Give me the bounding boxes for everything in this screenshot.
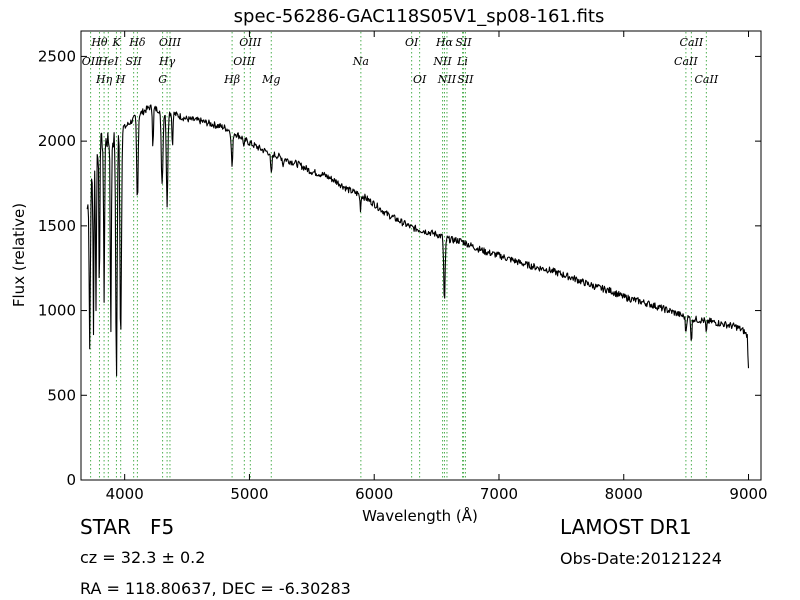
line-marker-label: HeI (97, 55, 119, 68)
line-marker-label: K (111, 36, 121, 49)
line-marker-label: SII (455, 36, 472, 49)
line-marker-label: Hγ (158, 55, 176, 68)
y-tick-label: 1000 (38, 302, 76, 320)
chart-title: spec-56286-GAC118S05V1_sp08-161.fits (234, 6, 605, 27)
line-marker-label: H (115, 73, 126, 86)
line-marker-label: NII (437, 73, 457, 86)
line-marker-label: Hβ (223, 73, 240, 86)
line-marker-label: Hη (95, 73, 113, 86)
x-tick-label: 8000 (605, 485, 643, 503)
y-tick-label: 0 (66, 471, 76, 489)
line-marker-label: CaII (695, 73, 719, 86)
x-tick-label: 5000 (230, 485, 268, 503)
line-marker-label: Hα (435, 36, 454, 49)
line-marker-label: SII (457, 73, 474, 86)
line-marker-label: NII (432, 55, 452, 68)
line-marker-label: OII (82, 0, 100, 3)
plot-frame (80, 30, 762, 481)
line-marker-label: CaII (680, 36, 704, 49)
x-tick-label: 9000 (729, 485, 767, 503)
line-marker-label: G (158, 73, 167, 86)
line-marker-label: OI (405, 36, 419, 49)
x-tick-label: 7000 (480, 485, 518, 503)
line-marker-label: OI (413, 73, 427, 86)
line-marker-label: OIII (233, 55, 256, 68)
spectrum-line (86, 104, 750, 377)
observation-date: Obs-Date:20121224 (560, 549, 722, 568)
x-axis-label: Wavelength (Å) (362, 506, 478, 525)
y-tick-label: 500 (47, 386, 76, 404)
object-class: STAR F5 (80, 515, 174, 539)
line-marker-label: Hθ (90, 36, 108, 49)
line-marker-label: Li (456, 55, 468, 68)
x-axis-ticks: 4000 5000 6000 7000 8000 9000 (106, 31, 768, 503)
line-marker-label: Hδ (128, 36, 146, 49)
line-marker-label: Mg (261, 73, 280, 86)
y-tick-label: 2500 (38, 47, 76, 65)
line-marker-label: SII (126, 55, 143, 68)
x-tick-label: 4000 (106, 485, 144, 503)
line-marker-label: Na (352, 55, 369, 68)
y-axis-ticks: 0 500 1000 1500 2000 2500 (38, 47, 761, 489)
line-marker-label: OIII (159, 36, 182, 49)
subclass-label: F5 (150, 515, 175, 539)
coordinates: RA = 118.80637, DEC = -6.30283 (80, 579, 351, 598)
line-marker-label: OIII (239, 36, 262, 49)
y-tick-label: 2000 (38, 132, 76, 150)
survey-name: LAMOST DR1 (560, 515, 692, 539)
line-marker-label: CaII (674, 55, 698, 68)
y-axis-label: Flux (relative) (10, 203, 28, 307)
class-label: STAR (80, 515, 131, 539)
emission-line-labels: OIIOIIHθHηHeIKHSIIHδGHγOIIIHβOIIIOIIIMgN… (82, 0, 719, 86)
y-tick-label: 1500 (38, 217, 76, 235)
line-marker-label: OII (82, 55, 100, 68)
emission-line-markers (90, 32, 707, 479)
x-tick-label: 6000 (355, 485, 393, 503)
redshift-value: cz = 32.3 ± 0.2 (80, 548, 206, 567)
